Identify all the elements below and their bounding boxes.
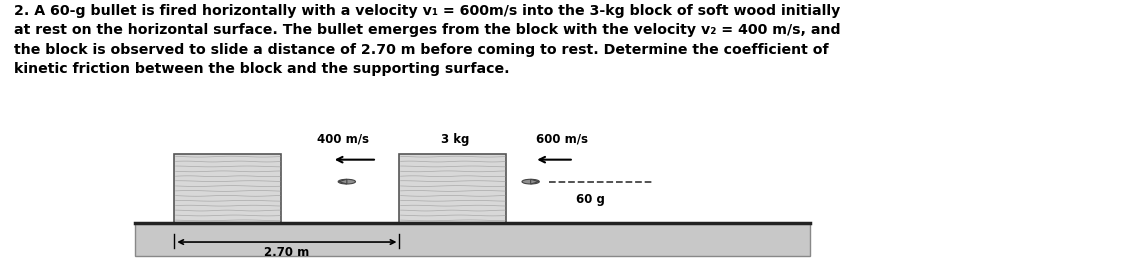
Bar [135,223,810,256]
Text: 2. A 60-g bullet is fired horizontally with a velocity v₁ = 600m/s into the 3-kg: 2. A 60-g bullet is fired horizontally w… [14,4,840,77]
Text: 60 g: 60 g [576,193,605,206]
Bar [174,154,281,223]
Text: 400 m/s: 400 m/s [317,133,369,146]
Polygon shape [339,179,346,184]
Text: 600 m/s: 600 m/s [537,133,588,146]
Ellipse shape [339,179,356,184]
Ellipse shape [522,179,539,184]
Text: 3 kg: 3 kg [441,133,470,146]
Bar [399,154,506,223]
Text: 2.70 m: 2.70 m [264,246,309,258]
Polygon shape [531,179,539,184]
